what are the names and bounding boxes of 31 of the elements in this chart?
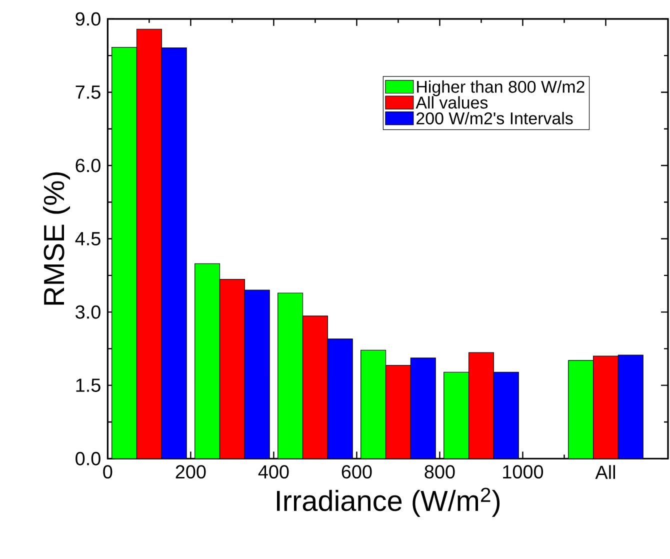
bar xyxy=(302,316,328,458)
y-tick-label: 7.5 xyxy=(76,85,100,99)
y-tick-label: 9.0 xyxy=(76,12,100,26)
legend-label: All values xyxy=(416,96,488,108)
legend-label: Higher than 800 W/m2 xyxy=(417,80,584,96)
bar xyxy=(219,278,245,458)
bar xyxy=(568,360,594,458)
bar xyxy=(278,292,304,458)
x-tick-label: All xyxy=(595,464,615,479)
bar xyxy=(468,352,494,458)
bar xyxy=(112,46,138,458)
legend-label: 200 W/m2's Intervals xyxy=(416,112,573,124)
x-tick-label: 400 xyxy=(258,464,289,478)
bar xyxy=(136,28,162,458)
y-tick-label: 6.0 xyxy=(76,158,100,172)
bar xyxy=(360,350,386,458)
bar xyxy=(385,364,411,458)
x-tick-label: 800 xyxy=(424,464,455,478)
x-tick-label: 200 xyxy=(176,464,206,478)
x-tick-label: 600 xyxy=(342,464,372,478)
y-axis-title: RMSE (%) xyxy=(43,172,70,305)
x-tick-label: 0 xyxy=(103,464,112,478)
y-tick-label: 3.0 xyxy=(76,305,100,319)
y-tick-label: 4.5 xyxy=(75,232,100,246)
y-tick-label: 0.0 xyxy=(76,452,100,466)
bar xyxy=(194,263,220,458)
bar xyxy=(444,372,470,458)
bar xyxy=(592,356,618,458)
x-axis-title: Irradiance (W/m$^{2}$) xyxy=(277,488,500,517)
x-tick-label: 1000 xyxy=(503,464,544,478)
y-tick-label: 1.5 xyxy=(76,378,100,392)
